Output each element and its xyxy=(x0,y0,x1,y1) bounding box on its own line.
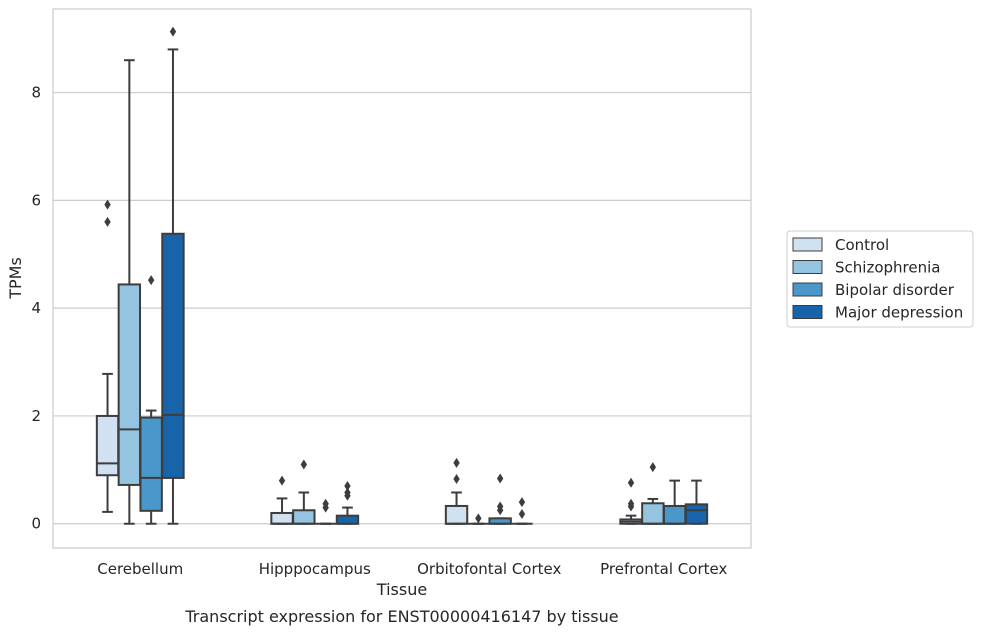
box-group xyxy=(292,459,316,525)
x-tick-label: Orbitofontal Cortex xyxy=(417,560,561,578)
legend-swatch xyxy=(792,260,823,274)
chart-caption: Transcript expression for ENST0000041614… xyxy=(184,607,618,626)
outlier-point xyxy=(453,457,460,468)
outlier-point xyxy=(496,501,504,512)
outlier-point xyxy=(147,275,155,286)
y-tick-label: 2 xyxy=(31,407,41,425)
legend-frame xyxy=(786,230,974,328)
legend: Control Schizophrenia Bipolar disorder Majo… xyxy=(786,230,974,328)
outlier-point xyxy=(344,487,351,498)
box-group xyxy=(161,26,185,525)
outlier-point xyxy=(278,475,286,486)
outlier-point xyxy=(300,459,308,470)
y-tick-label: 8 xyxy=(31,84,41,102)
box-group xyxy=(641,462,665,525)
x-tick-labels: Cerebellum Hipppocampus Orbitofontal Corte… xyxy=(97,560,727,578)
box xyxy=(641,502,665,525)
outlier-point xyxy=(169,26,177,37)
outlier-point xyxy=(627,498,635,509)
outlier-point xyxy=(104,216,111,227)
box xyxy=(117,283,142,486)
legend-label: Bipolar disorder xyxy=(835,281,955,299)
box-group xyxy=(488,473,512,525)
outlier-point xyxy=(518,497,526,508)
outlier-point xyxy=(627,477,635,488)
box xyxy=(662,504,687,525)
outlier-point xyxy=(453,474,460,485)
legend-swatch xyxy=(792,282,823,297)
x-tick-label: Cerebellum xyxy=(97,560,183,578)
box-group xyxy=(335,481,360,525)
y-tick-label: 6 xyxy=(31,191,41,209)
box-group xyxy=(444,457,469,525)
outlier-point xyxy=(344,481,351,492)
outlier-point xyxy=(649,462,657,473)
box-group xyxy=(467,513,490,525)
outlier-point xyxy=(104,199,111,210)
box-group xyxy=(314,498,337,525)
box xyxy=(139,416,163,512)
outlier-point xyxy=(496,473,504,484)
box xyxy=(270,511,294,525)
outlier-point xyxy=(518,509,526,520)
box-group xyxy=(662,479,687,525)
y-tick-labels: 0 2 4 6 8 xyxy=(31,84,41,533)
legend-label: Control xyxy=(835,236,889,254)
legend-label: Major depression xyxy=(835,304,963,322)
box xyxy=(161,232,185,479)
box-group xyxy=(511,497,533,525)
box xyxy=(335,514,360,525)
x-tick-label: Prefrontal Cortex xyxy=(600,560,727,578)
box xyxy=(95,414,120,477)
plot-frame xyxy=(52,8,752,549)
y-tick-label: 0 xyxy=(31,515,41,533)
x-axis-label: Tissue xyxy=(376,580,427,599)
boxes xyxy=(95,26,709,525)
y-axis-label: TPMs xyxy=(6,257,25,300)
legend-swatch xyxy=(792,237,823,252)
outlier-point xyxy=(475,513,482,524)
legend-swatch xyxy=(792,305,823,319)
box-group xyxy=(684,479,709,525)
box-group xyxy=(95,199,120,513)
box xyxy=(684,503,709,525)
box-group xyxy=(619,477,643,525)
x-tick-label: Hipppocampus xyxy=(259,560,371,578)
y-tick-label: 4 xyxy=(31,299,41,317)
box xyxy=(292,509,316,525)
outlier-point xyxy=(322,498,329,509)
legend-label: Schizophrenia xyxy=(835,259,940,277)
box xyxy=(444,504,469,525)
box-group xyxy=(117,59,142,525)
